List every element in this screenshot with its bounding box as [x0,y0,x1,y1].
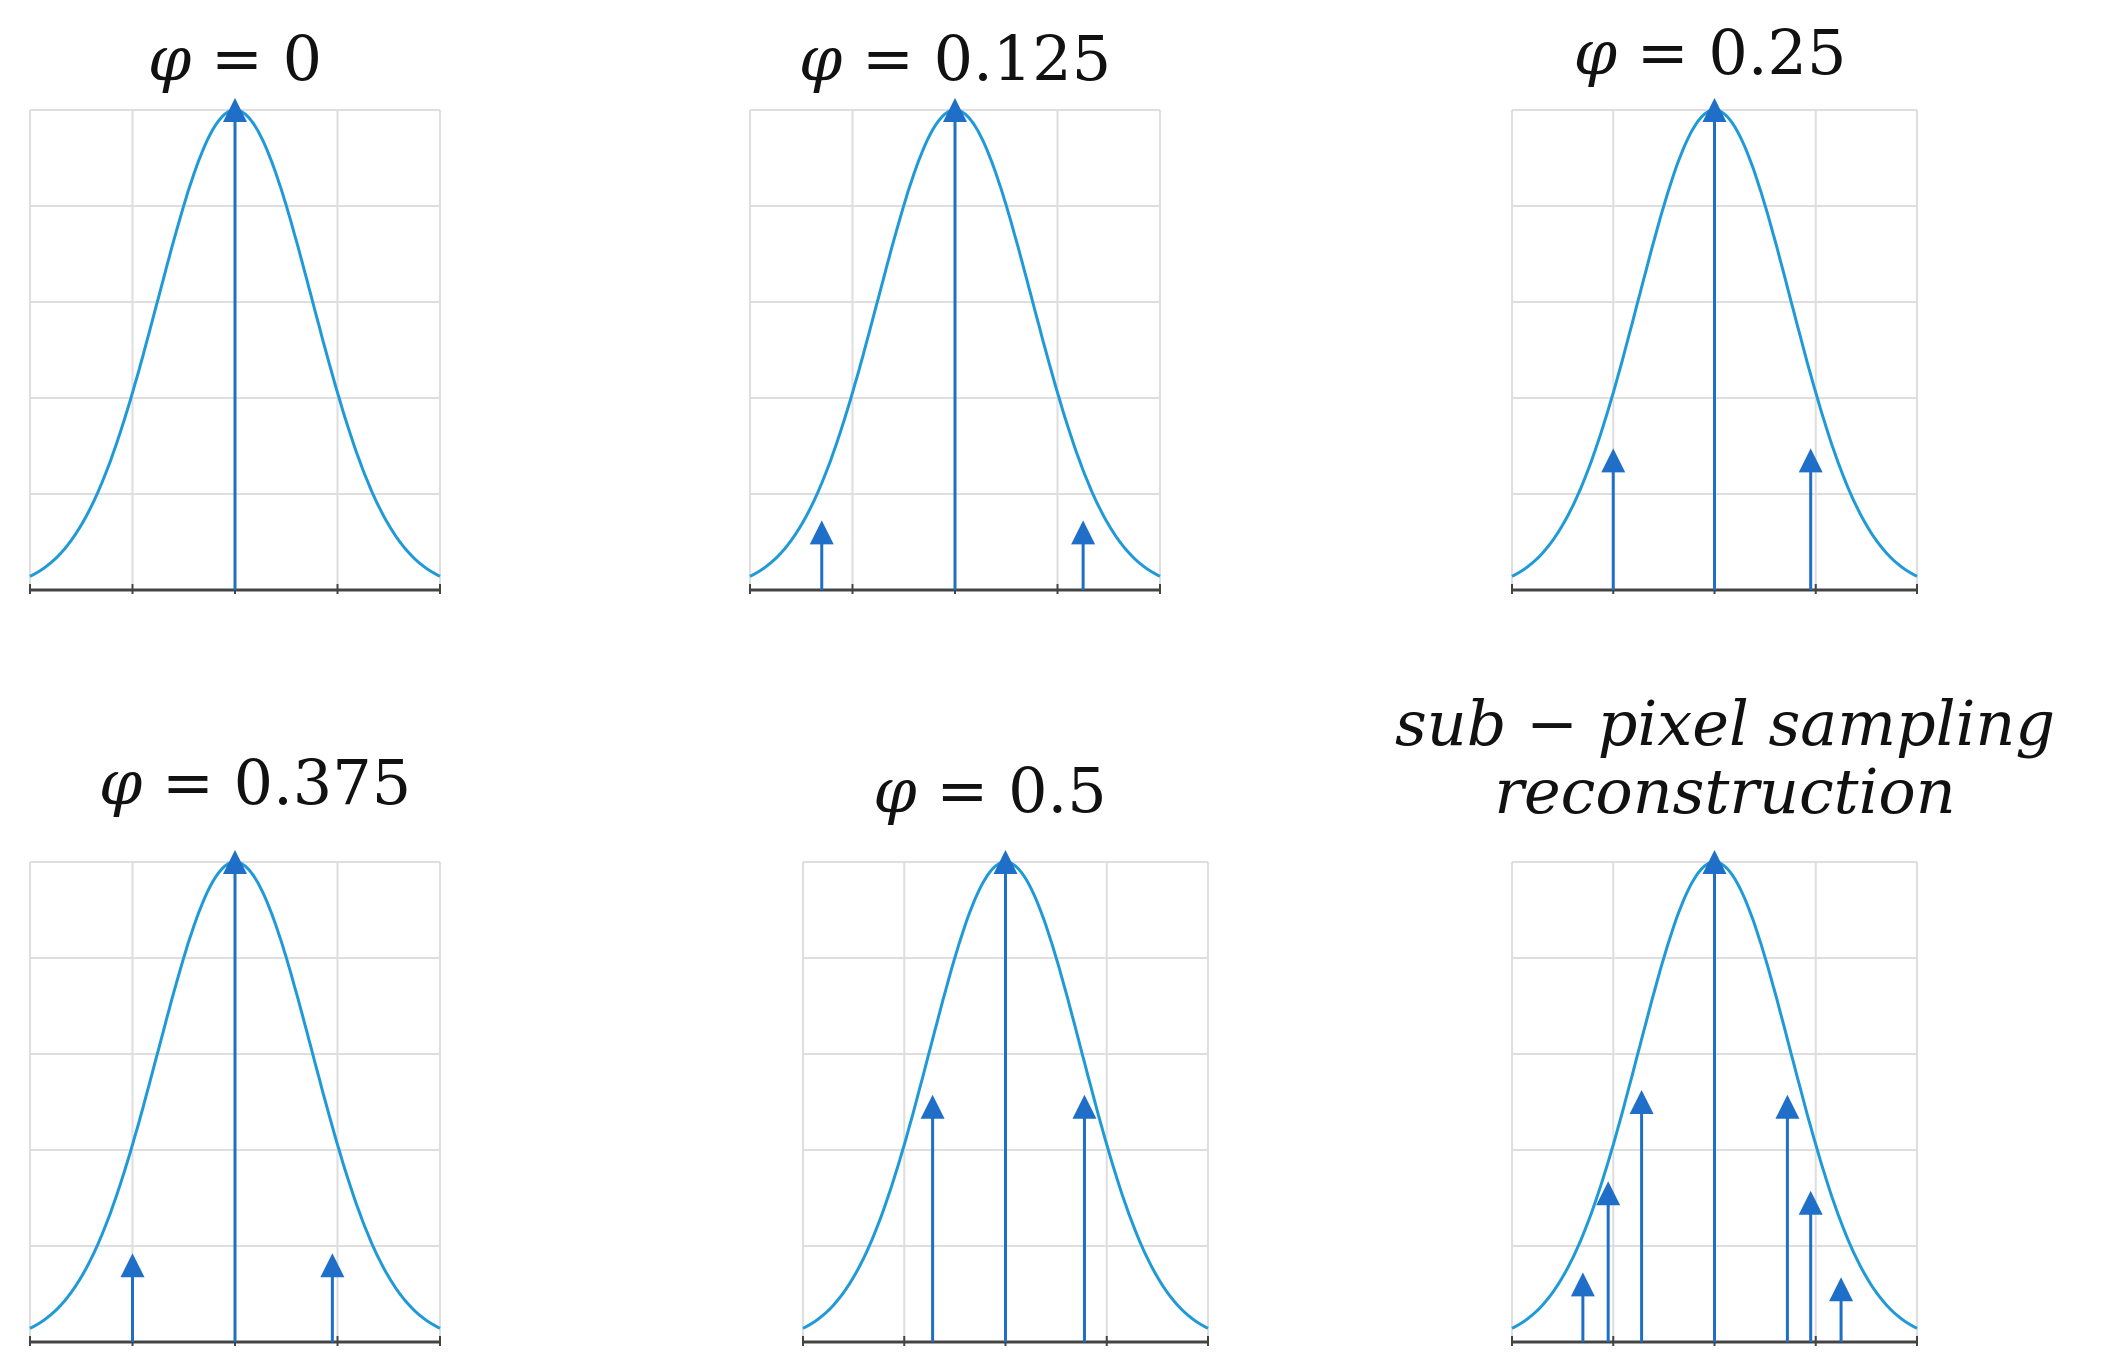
stem-marker [1798,1190,1823,1215]
stem-marker [943,98,967,122]
stem-marker [320,1253,345,1278]
stem-plot-phi-025 [1511,98,1918,594]
stem-plot-phi-05 [802,850,1209,1346]
stem-marker [809,520,834,545]
stem-marker [1071,520,1096,545]
stem-marker [223,850,247,874]
stem-marker [1596,1181,1621,1206]
panel-title-phi-05: φ = 0.5 [873,754,1107,827]
stem-marker [920,1094,945,1119]
stem-marker [1570,1272,1595,1297]
panel-title-phi-025: φ = 0.25 [1573,16,1847,89]
stem-marker [1629,1090,1654,1114]
stem-marker [1798,448,1823,473]
panel-title-subpixel: sub − pixel sampling reconstruction [1330,690,2120,826]
stem-plot-phi-0125 [749,98,1161,594]
panel-title-subpixel-line2: reconstruction [1494,755,1956,828]
panel-title-subpixel-line1: sub − pixel sampling [1394,687,2056,760]
stem-marker [993,850,1018,874]
stem-marker [1072,1094,1097,1119]
stem-marker [120,1253,145,1278]
panel-title-phi-0: φ = 0 [147,22,323,95]
stem-marker [1702,98,1727,122]
panel-title-phi-0125: φ = 0.125 [798,22,1112,95]
stem-marker [1601,448,1626,473]
stem-marker [1829,1277,1854,1302]
stem-marker [1702,850,1727,874]
panel-title-phi-0375: φ = 0.375 [98,746,412,819]
stem-plot-phi-0 [29,98,441,594]
stem-marker [1775,1094,1800,1119]
stem-plot-phi-0375 [29,850,441,1346]
stem-marker [223,98,247,122]
stem-plot-subpixel [1511,850,1918,1346]
